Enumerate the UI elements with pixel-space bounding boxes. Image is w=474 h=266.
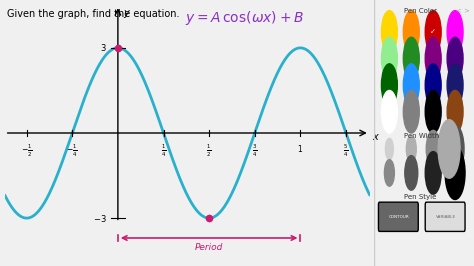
Text: $x$: $x$ bbox=[372, 132, 380, 142]
Text: Period: Period bbox=[195, 243, 223, 252]
Circle shape bbox=[425, 90, 441, 133]
Text: $-\frac{1}{2}$: $-\frac{1}{2}$ bbox=[21, 143, 33, 159]
Circle shape bbox=[403, 90, 419, 133]
Circle shape bbox=[425, 152, 441, 194]
Text: $\frac{5}{4}$: $\frac{5}{4}$ bbox=[343, 143, 349, 159]
Text: $\frac{1}{4}$: $\frac{1}{4}$ bbox=[161, 143, 166, 159]
Text: $3$: $3$ bbox=[100, 42, 107, 53]
FancyBboxPatch shape bbox=[425, 202, 465, 231]
Circle shape bbox=[382, 11, 397, 53]
Circle shape bbox=[403, 11, 419, 53]
Text: $y$: $y$ bbox=[123, 8, 131, 20]
Circle shape bbox=[425, 64, 441, 106]
Circle shape bbox=[385, 138, 393, 160]
Circle shape bbox=[447, 37, 463, 80]
Circle shape bbox=[382, 37, 397, 80]
Circle shape bbox=[405, 156, 418, 190]
Circle shape bbox=[438, 120, 460, 178]
Text: CONTOUR: CONTOUR bbox=[389, 215, 410, 219]
Circle shape bbox=[382, 90, 397, 133]
Text: Pen Width: Pen Width bbox=[404, 133, 439, 139]
Text: Pen Color: Pen Color bbox=[404, 8, 438, 14]
FancyBboxPatch shape bbox=[378, 202, 418, 231]
Text: Given the graph, find the equation.: Given the graph, find the equation. bbox=[7, 9, 179, 19]
Text: $\frac{3}{4}$: $\frac{3}{4}$ bbox=[252, 143, 257, 159]
Circle shape bbox=[447, 64, 463, 106]
Text: $-3$: $-3$ bbox=[93, 213, 107, 224]
Circle shape bbox=[426, 130, 440, 168]
Circle shape bbox=[403, 37, 419, 80]
Circle shape bbox=[403, 64, 419, 106]
Circle shape bbox=[445, 146, 465, 200]
Circle shape bbox=[447, 11, 463, 53]
Text: $y = A\,\cos\!\left(\omega x\right) + B$: $y = A\,\cos\!\left(\omega x\right) + B$ bbox=[185, 9, 304, 27]
Circle shape bbox=[425, 11, 441, 53]
Text: $1$: $1$ bbox=[297, 143, 303, 154]
Circle shape bbox=[382, 64, 397, 106]
Text: < >: < > bbox=[456, 8, 470, 14]
Text: $-\frac{1}{4}$: $-\frac{1}{4}$ bbox=[66, 143, 78, 159]
Circle shape bbox=[406, 136, 416, 162]
Text: ✓: ✓ bbox=[430, 29, 436, 35]
Text: $\frac{1}{2}$: $\frac{1}{2}$ bbox=[207, 143, 212, 159]
Circle shape bbox=[447, 90, 463, 133]
Circle shape bbox=[425, 37, 441, 80]
Text: VARIABLE: VARIABLE bbox=[436, 215, 456, 219]
Circle shape bbox=[446, 125, 464, 173]
Circle shape bbox=[384, 160, 394, 186]
Text: Pen Style: Pen Style bbox=[404, 194, 437, 200]
